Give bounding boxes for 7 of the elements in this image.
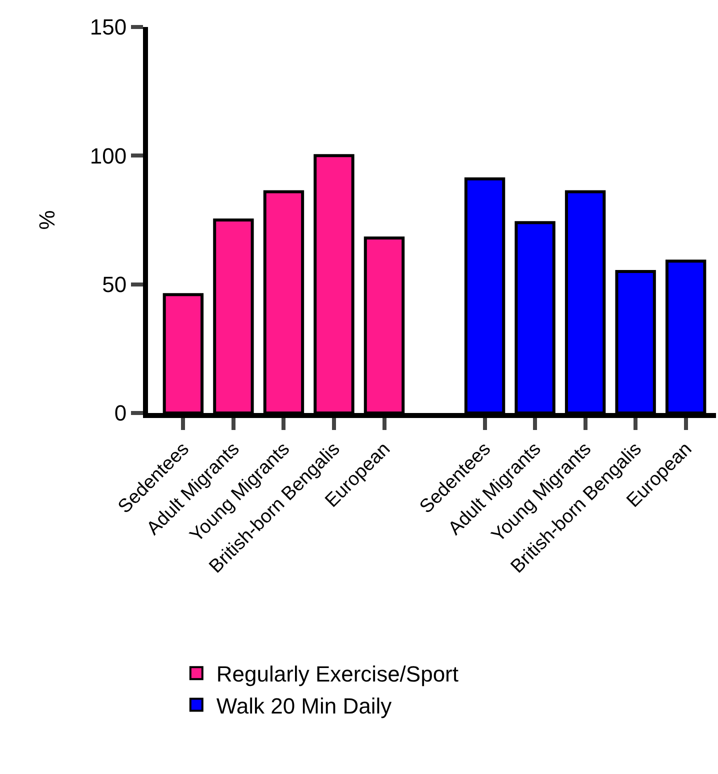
legend-label: Walk 20 Min Daily bbox=[216, 693, 392, 718]
legend-label: Regularly Exercise/Sport bbox=[216, 662, 459, 687]
y-tick-label: 50 bbox=[102, 272, 127, 298]
y-tick-label: 0 bbox=[114, 400, 127, 426]
y-axis-title: % bbox=[34, 210, 60, 230]
y-tick-label: 100 bbox=[90, 143, 127, 168]
y-tick-label: 150 bbox=[90, 14, 127, 40]
